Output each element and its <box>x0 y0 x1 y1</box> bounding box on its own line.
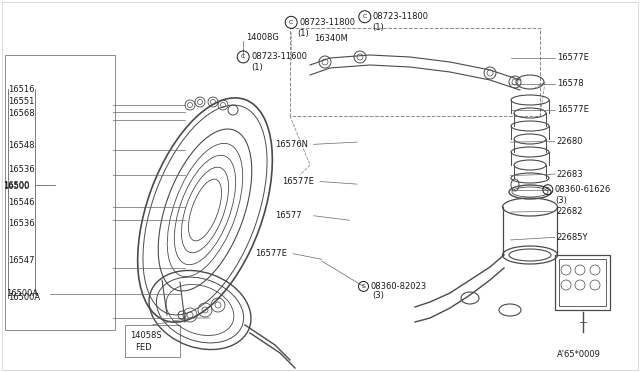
Bar <box>125 325 180 357</box>
Text: 22685Y: 22685Y <box>557 233 588 242</box>
Text: 16578: 16578 <box>557 79 584 88</box>
Text: 16577E: 16577E <box>557 53 589 62</box>
Text: 08723-11800: 08723-11800 <box>299 18 355 27</box>
Text: 14058S: 14058S <box>130 331 162 340</box>
Text: (1): (1) <box>251 63 262 72</box>
Text: (3): (3) <box>556 196 568 205</box>
Text: 22682: 22682 <box>557 207 583 216</box>
Text: 16500A: 16500A <box>6 289 38 298</box>
Text: (1): (1) <box>298 29 309 38</box>
Text: 08723-11600: 08723-11600 <box>251 52 307 61</box>
Text: 16548: 16548 <box>8 141 34 150</box>
Text: 08360-82023: 08360-82023 <box>371 282 427 291</box>
Text: 16500: 16500 <box>3 182 29 190</box>
Text: C: C <box>289 20 293 25</box>
Text: 16568: 16568 <box>8 109 35 118</box>
Text: 16546: 16546 <box>8 198 34 207</box>
Text: 08723-11800: 08723-11800 <box>372 12 429 21</box>
Bar <box>290 28 540 116</box>
Bar <box>555 255 610 310</box>
Text: 22683: 22683 <box>557 170 584 179</box>
Text: 16536: 16536 <box>8 165 35 174</box>
Text: 16500: 16500 <box>3 181 29 190</box>
Text: 16576N: 16576N <box>275 140 308 149</box>
Text: C: C <box>363 14 367 19</box>
Text: 16551: 16551 <box>8 97 34 106</box>
Text: (3): (3) <box>372 291 385 300</box>
Text: S: S <box>362 284 365 289</box>
Text: 16577E: 16577E <box>255 249 287 258</box>
Text: 16500A: 16500A <box>8 293 40 302</box>
Text: S: S <box>546 187 550 192</box>
Text: 16516: 16516 <box>8 85 34 94</box>
Text: (1): (1) <box>372 23 384 32</box>
Text: 16577: 16577 <box>275 211 302 220</box>
Bar <box>5 55 115 330</box>
Text: 16547: 16547 <box>8 256 34 265</box>
Text: 16577E: 16577E <box>282 177 314 186</box>
Text: 08360-61626: 08360-61626 <box>555 185 611 194</box>
Bar <box>559 259 606 306</box>
Text: 14008G: 14008G <box>246 33 279 42</box>
Text: 22680: 22680 <box>557 137 583 146</box>
Text: FED: FED <box>135 343 152 353</box>
Text: 16577E: 16577E <box>557 105 589 114</box>
Text: 16340M: 16340M <box>314 34 348 43</box>
Text: 16536: 16536 <box>8 219 35 228</box>
Text: C: C <box>241 54 245 60</box>
Text: A'65*0009: A'65*0009 <box>557 350 601 359</box>
